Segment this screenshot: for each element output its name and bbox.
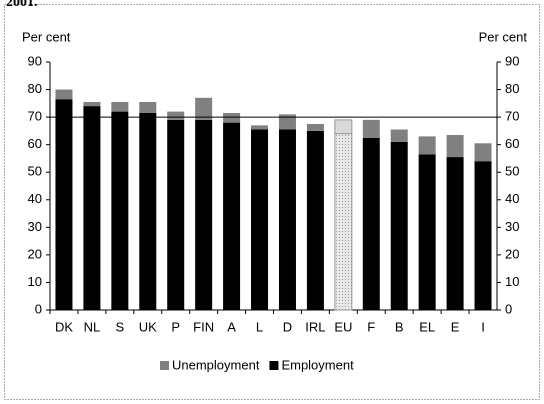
bar-segment (139, 101, 157, 113)
y-tick-label: 40 (28, 191, 42, 206)
bar-segment (306, 124, 324, 131)
y-tick-label: 0 (35, 301, 42, 316)
x-tick-label: L (256, 319, 263, 334)
y-tick-label: 60 (28, 136, 42, 151)
y-axis-label: Per cent (22, 29, 71, 44)
bar-segment (390, 129, 408, 142)
y2-tick-label: 50 (505, 164, 519, 179)
legend-label: Unemployment (172, 357, 260, 372)
y2-tick-label: 70 (505, 109, 519, 124)
y2-tick-label: 20 (505, 246, 519, 261)
x-tick-label: EU (334, 319, 352, 334)
x-tick-label: I (481, 319, 485, 334)
x-tick-label: D (283, 319, 292, 334)
bar-segment (446, 157, 464, 310)
legend-swatch (269, 361, 279, 370)
bar-segment (251, 125, 269, 130)
y2-tick-label: 60 (505, 136, 519, 151)
bar-segment (362, 137, 380, 310)
y-tick-label: 90 (28, 53, 42, 68)
bar-segment (278, 129, 296, 310)
bar-segment (111, 101, 129, 112)
bar-segment (55, 99, 73, 310)
bar-segment (195, 119, 213, 310)
y-tick-label: 50 (28, 164, 42, 179)
bar-segment (390, 141, 408, 310)
bar-segment (139, 112, 157, 310)
x-tick-label: E (451, 319, 460, 334)
x-tick-label: IRL (305, 319, 325, 334)
y2-tick-label: 40 (505, 191, 519, 206)
x-tick-label: DK (55, 319, 73, 334)
x-tick-label: F (367, 319, 375, 334)
bar-segment (83, 101, 101, 107)
bar-segment (446, 135, 464, 158)
bar-segment (334, 119, 353, 135)
legend-swatch (160, 361, 169, 370)
bar-segment (306, 130, 324, 310)
bar-segment (195, 97, 213, 120)
y2-tick-label: 80 (505, 81, 519, 96)
y-tick-label: 30 (28, 219, 42, 234)
bar-segment (111, 111, 129, 310)
x-tick-label: EL (419, 319, 435, 334)
x-tick-label: NL (84, 319, 101, 334)
bar-segment (167, 119, 185, 310)
x-tick-label: S (116, 319, 125, 334)
x-tick-label: P (171, 319, 180, 334)
bar-segment (167, 111, 185, 120)
y2-tick-label: 10 (505, 274, 519, 289)
y-tick-label: 20 (28, 246, 42, 261)
x-tick-label: B (395, 319, 404, 334)
bar-segment (223, 112, 241, 123)
bar-segment (474, 161, 492, 310)
y2-tick-label: 30 (505, 219, 519, 234)
y2-axis-label: Per cent (479, 29, 528, 44)
y2-tick-label: 90 (505, 53, 519, 68)
chart-title: 2001. (6, 0, 38, 10)
x-tick-label: UK (139, 319, 157, 334)
x-tick-label: FIN (193, 319, 214, 334)
bar-segment (334, 133, 353, 311)
y-tick-label: 10 (28, 274, 42, 289)
frame (4, 4, 540, 400)
bar-segment (418, 154, 436, 310)
y-tick-label: 70 (28, 109, 42, 124)
y-tick-label: 80 (28, 81, 42, 96)
bar-segment (55, 89, 73, 100)
bar-segment (418, 136, 436, 155)
bar-segment (223, 122, 241, 310)
bar-segment (278, 114, 296, 130)
bar-segment (362, 119, 380, 138)
legend-label: Employment (281, 357, 354, 372)
x-tick-label: A (227, 319, 236, 334)
bar-segment (474, 143, 492, 162)
bar-segment (83, 106, 101, 310)
bar-segment (251, 129, 269, 310)
y2-tick-label: 0 (505, 301, 512, 316)
